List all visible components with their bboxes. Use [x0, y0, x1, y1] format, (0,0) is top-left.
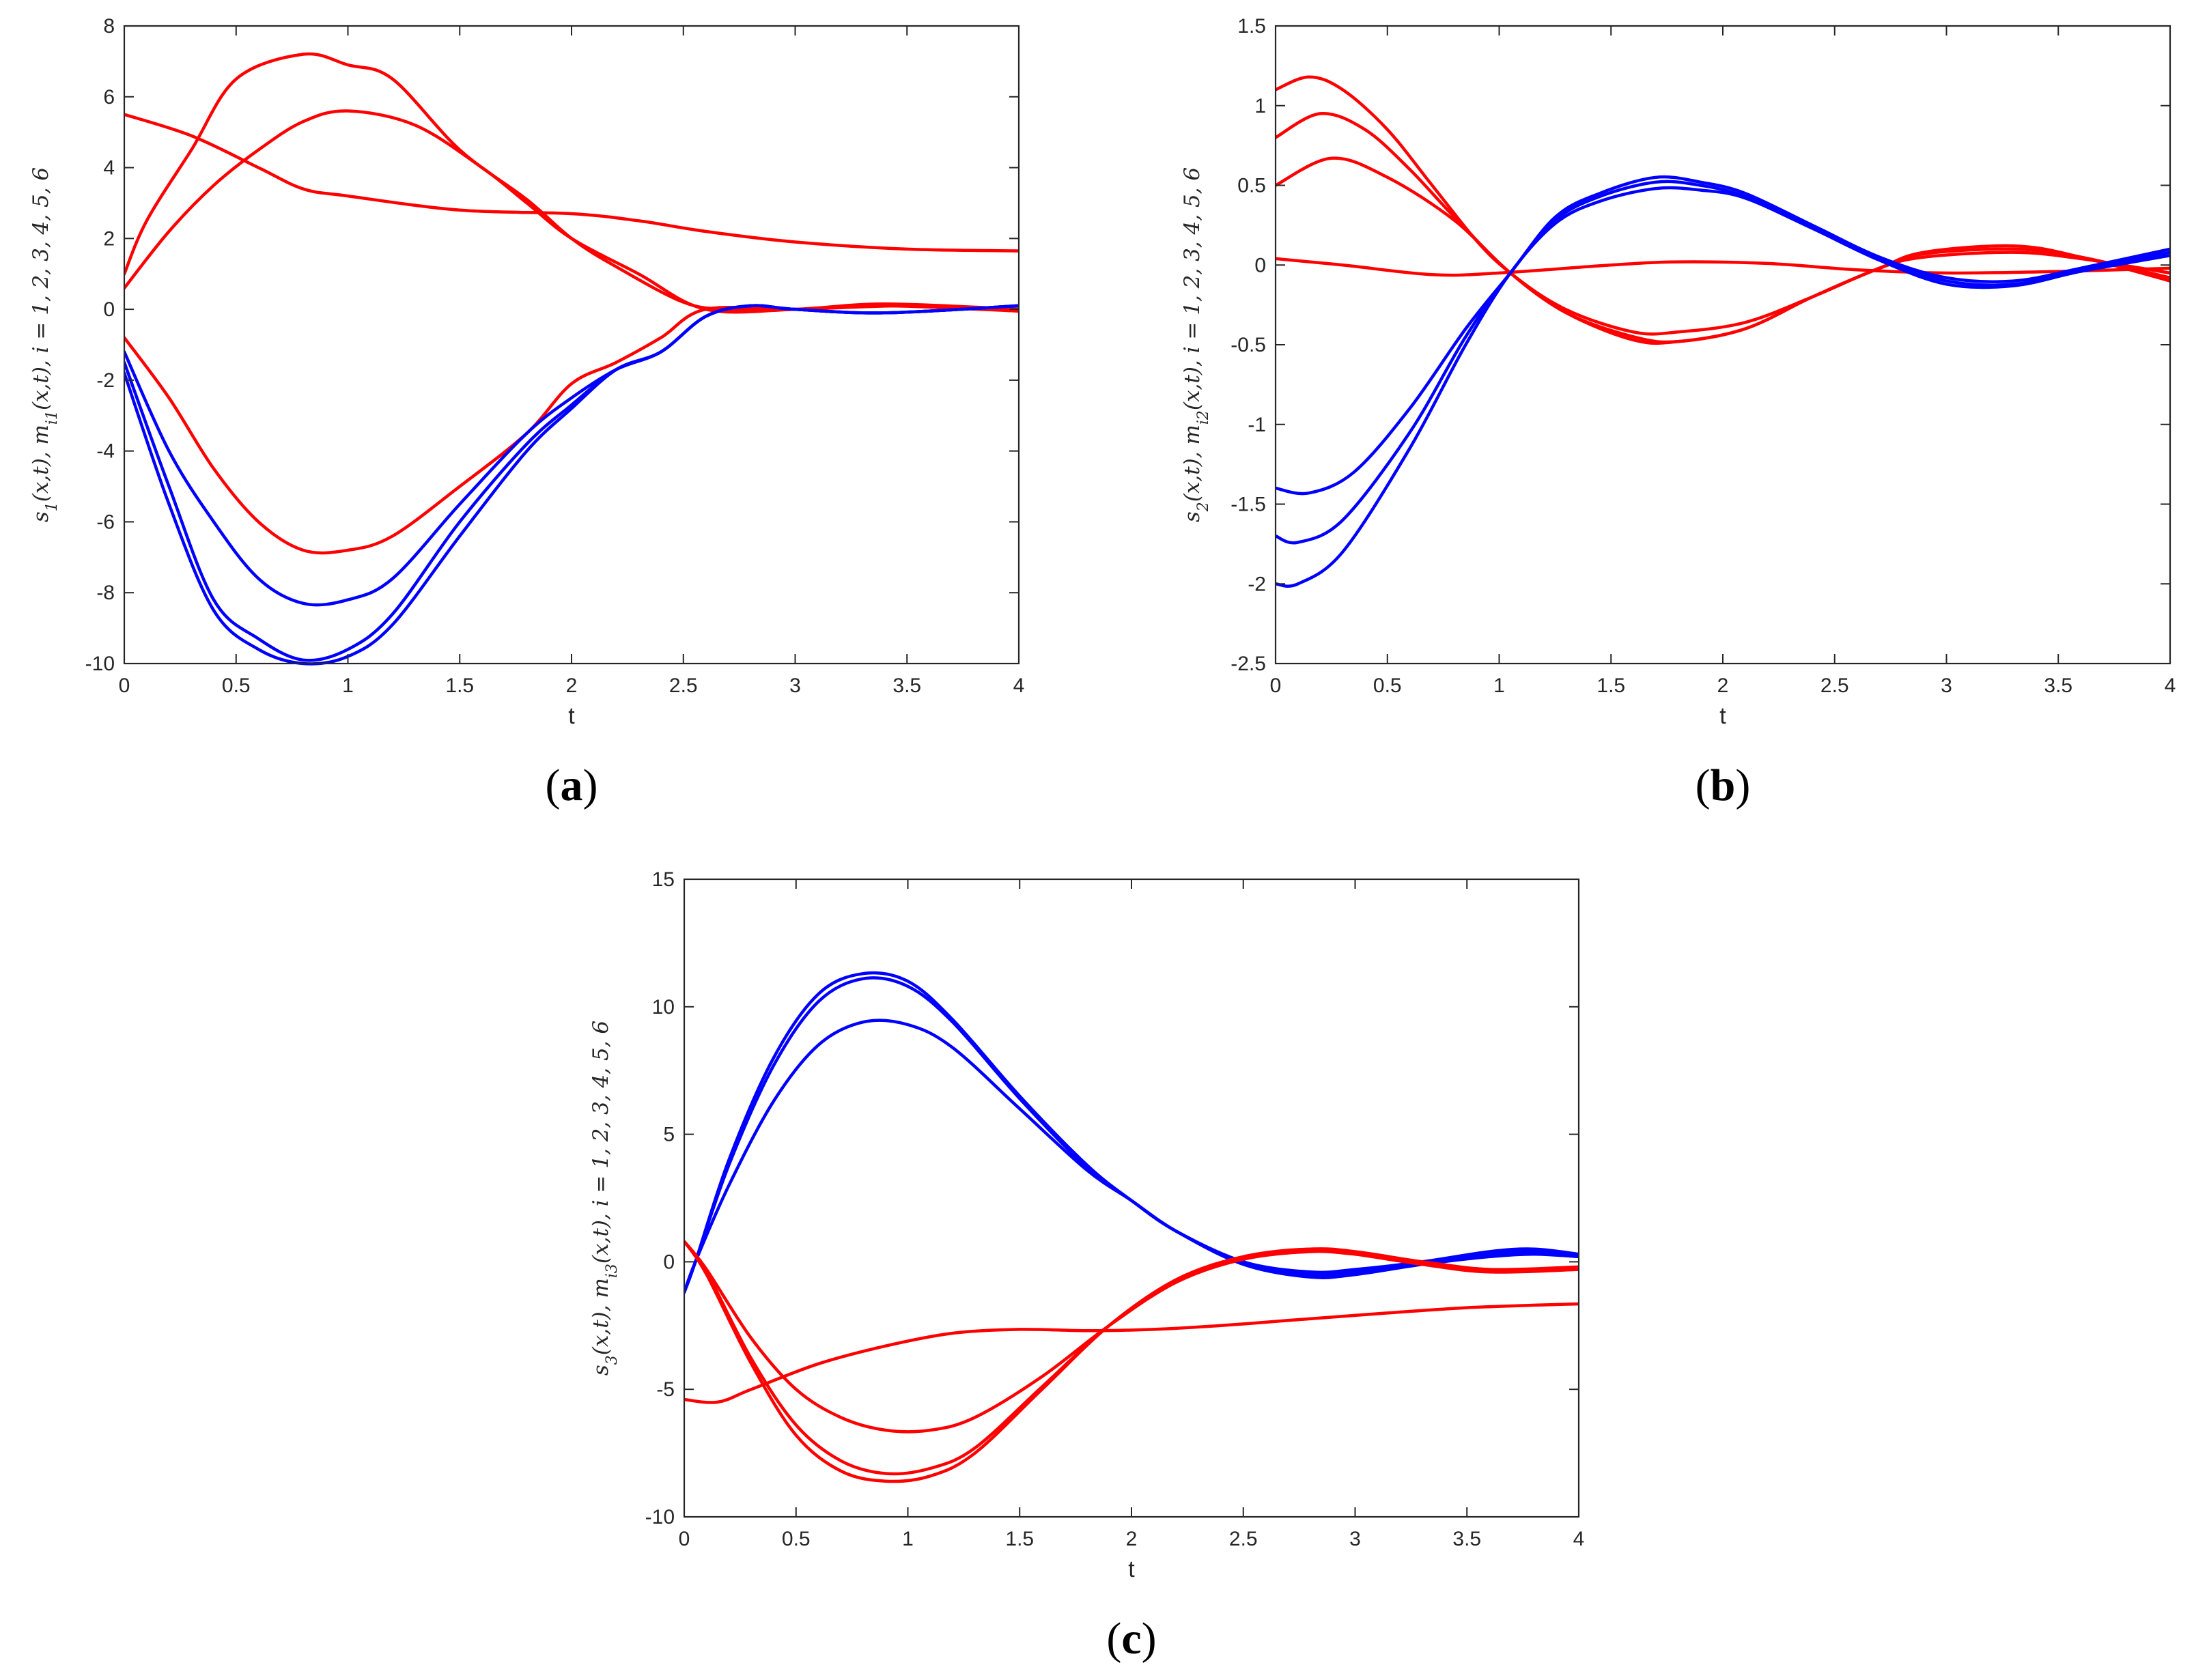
y-tick-label: 2 [103, 227, 115, 250]
x-axis-title: t [568, 703, 575, 729]
y-axis-title: s2(x,t), mi2(x,t), i = 1, 2, 3, 4, 5, 6 [1180, 167, 1212, 522]
x-tick-label: 2 [566, 674, 578, 697]
x-tick-label: 0.5 [1373, 674, 1402, 697]
y-tick-label: -2 [96, 369, 115, 392]
panel-caption: (a) [546, 760, 598, 810]
series-line-blue-1 [124, 304, 1019, 607]
y-tick-label: 0 [103, 298, 115, 321]
series-line-red-4 [684, 1302, 1579, 1404]
x-tick-label: 0 [1270, 674, 1282, 697]
y-tick-label: -10 [645, 1506, 675, 1528]
plot-frame [123, 25, 1020, 665]
x-tick-label: 2 [1717, 674, 1729, 697]
y-tick-label: -5 [656, 1378, 675, 1401]
series-line-blue-2 [124, 304, 1019, 662]
x-axis-title: t [1719, 703, 1726, 729]
y-tick-label: 1 [1254, 95, 1266, 117]
y-tick-label: 0 [1254, 254, 1266, 276]
y-tick-label: 10 [652, 996, 675, 1019]
series-line-blue-1 [1276, 175, 2170, 496]
y-axis-title: s1(x,t), mi1(x,t), i = 1, 2, 3, 4, 5, 6 [29, 167, 61, 522]
panel-b: 0 0.5 1 1.5 2 2.5 3 3.5 4 -2.5 -2 -1.5 -1 -0.5 0 0.5 1 1.… [1180, 15, 2176, 810]
x-tick-label: 3.5 [892, 674, 921, 697]
series-line-red-2 [124, 109, 1019, 314]
x-tick-label: 3 [1349, 1528, 1361, 1550]
x-tick-label: 0 [679, 1528, 690, 1550]
y-tick-label: 6 [103, 86, 115, 109]
x-tick-label: 2.5 [1820, 674, 1849, 697]
y-tick-label: 1.5 [1237, 15, 1266, 38]
series-line-blue-2 [1276, 180, 2170, 545]
series-line-red-3 [684, 1240, 1579, 1434]
y-tick-label: 15 [652, 868, 675, 891]
x-tick-label: 3.5 [2044, 674, 2072, 697]
y-tick-label: -10 [85, 653, 115, 675]
x-tick-label: 0 [119, 674, 130, 697]
panel-a: 0 0.5 1 1.5 2 2.5 3 3.5 4 -10 -8 -6 -4 -2 0 2 4 6 8 t s1(x,t… [29, 15, 1024, 810]
x-tick-label: 2.5 [1229, 1528, 1258, 1550]
series-line-red-1 [1276, 75, 2170, 344]
y-tick-label: -1.5 [1230, 494, 1266, 516]
series-line-red-3 [124, 113, 1019, 253]
x-tick-label: 1.5 [445, 674, 474, 697]
y-tick-label: 0.5 [1237, 175, 1266, 197]
x-tick-label: 4 [1013, 674, 1025, 697]
x-tick-label: 2 [1126, 1528, 1138, 1550]
series-group [684, 971, 1579, 1483]
x-tick-label: 0.5 [782, 1528, 811, 1550]
series-line-red-2 [1276, 112, 2170, 345]
x-tick-label: 4 [2165, 674, 2176, 697]
y-tick-label: -2 [1248, 573, 1266, 595]
series-line-red-4 [1276, 257, 2170, 277]
y-axis-title: s3(x,t), mi3(x,t), i = 1, 2, 3, 4, 5, 6 [589, 1021, 621, 1376]
series-group [1276, 75, 2170, 588]
x-tick-label: 3 [789, 674, 801, 697]
x-tick-label: 0.5 [222, 674, 251, 697]
series-line-blue-2 [684, 976, 1579, 1294]
panel-caption: (b) [1696, 760, 1751, 810]
y-tick-label: -4 [96, 440, 115, 463]
series-line-red-3 [1276, 156, 2170, 336]
panel-caption: (c) [1106, 1614, 1156, 1664]
series-group [124, 52, 1019, 666]
x-tick-label: 3 [1941, 674, 1952, 697]
y-tick-label: -2.5 [1230, 653, 1266, 675]
series-line-blue-3 [1276, 186, 2170, 588]
y-tick-label: 0 [663, 1251, 675, 1273]
series-line-blue-3 [124, 304, 1019, 666]
y-tick-label: 5 [663, 1124, 675, 1146]
y-tick-label: 8 [103, 15, 115, 38]
x-tick-label: 1 [342, 674, 354, 697]
y-tick-label: -6 [96, 511, 115, 533]
x-tick-label: 1.5 [1005, 1528, 1034, 1550]
x-tick-label: 4 [1573, 1528, 1585, 1550]
plot-frame [683, 878, 1580, 1518]
series-line-blue-3 [684, 1019, 1579, 1294]
series-line-red-2 [684, 1240, 1579, 1476]
panel-c: 0 0.5 1 1.5 2 2.5 3 3.5 4 -10 -5 0 5 10 15 t s3(x,t), mi… [589, 868, 1584, 1664]
y-tick-label: -1 [1248, 414, 1266, 436]
y-tick-label: 4 [103, 157, 115, 180]
series-line-red-1 [124, 52, 1019, 313]
y-tick-label: -0.5 [1230, 334, 1266, 356]
x-tick-label: 2.5 [669, 674, 698, 697]
series-line-red-4 [124, 304, 1019, 555]
y-tick-label: -8 [96, 582, 115, 604]
series-line-blue-1 [684, 971, 1579, 1294]
x-tick-label: 3.5 [1452, 1528, 1481, 1550]
x-axis-title: t [1128, 1556, 1135, 1582]
x-tick-label: 1 [902, 1528, 914, 1550]
x-tick-label: 1.5 [1597, 674, 1625, 697]
x-tick-label: 1 [1493, 674, 1505, 697]
plot-frame [1274, 25, 2171, 665]
